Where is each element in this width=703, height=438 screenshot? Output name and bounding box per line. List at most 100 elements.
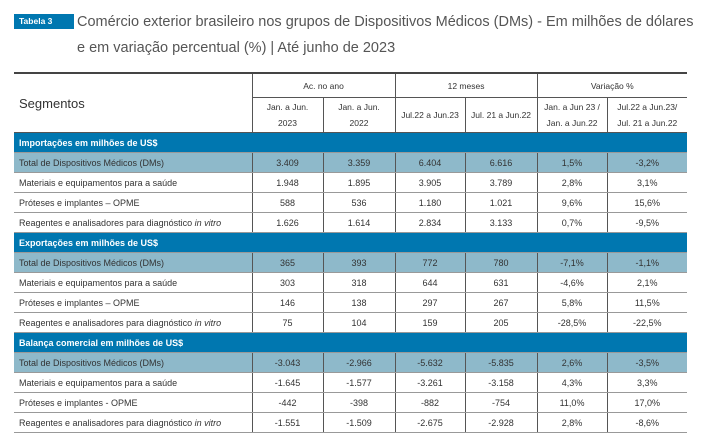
- row-label-text: Materiais e equipamentos para a saúde: [19, 177, 178, 188]
- cell-value: 3,1%: [606, 172, 688, 193]
- row-label: Total de Dispositivos Médicos (DMs): [14, 252, 252, 273]
- cell-value: 3.905: [394, 172, 466, 193]
- cell-value: 6.404: [394, 152, 466, 173]
- cell-value: 104: [322, 312, 396, 333]
- cell-value: 3.789: [464, 172, 538, 193]
- cell-value: 588: [251, 192, 323, 213]
- section-title: Exportações em milhões de US$: [14, 232, 688, 253]
- row-label-text: Reagentes e analisadores para diagnóstic…: [19, 417, 195, 428]
- cell-value: -1.645: [251, 372, 323, 393]
- row-label-text: Próteses e implantes – OPME: [19, 297, 140, 308]
- total-row: Total de Dispositivos Médicos (DMs) 365 39…: [14, 252, 688, 273]
- column-header: Jul.22 a Jun.23/Jul. 21 a Jun.22: [606, 97, 688, 133]
- cell-value: 1.614: [322, 212, 396, 233]
- cell-value: 644: [394, 272, 466, 293]
- cell-value: -9,5%: [606, 212, 688, 233]
- cell-value: 138: [322, 292, 396, 313]
- cell-value: 3.409: [251, 152, 323, 173]
- cell-value: 365: [251, 252, 323, 273]
- row-label-italic: in vitro: [194, 217, 222, 228]
- column-header-line: Jan. a Jun.22: [546, 118, 598, 128]
- cell-value: 780: [464, 252, 538, 273]
- row-label: Materiais e equipamentos para a saúde: [14, 272, 252, 293]
- cell-value: 159: [394, 312, 466, 333]
- group-header: Ac. no ano: [251, 72, 396, 98]
- cell-value: 772: [394, 252, 466, 273]
- column-header-line: Jul.22 a Jun.23: [401, 110, 459, 120]
- cell-value: 17,0%: [606, 392, 688, 413]
- cell-value: 2,1%: [606, 272, 688, 293]
- cell-value: 297: [394, 292, 466, 313]
- cell-value: -3.261: [394, 372, 466, 393]
- cell-value: 1.626: [251, 212, 323, 233]
- cell-value: -28,5%: [536, 312, 608, 333]
- cell-value: 1.180: [394, 192, 466, 213]
- row-label-text: Próteses e implantes – OPME: [19, 197, 140, 208]
- cell-value: -2.966: [322, 352, 396, 373]
- table-row: Próteses e implantes – OPME 588 536 1.180 1.…: [14, 192, 688, 213]
- cell-value: 4,3%: [536, 372, 608, 393]
- row-label-text: Materiais e equipamentos para a saúde: [19, 377, 178, 388]
- row-label-italic: in vitro: [194, 417, 222, 428]
- table-row: Materiais e equipamentos para a saúde 303…: [14, 272, 688, 293]
- column-header-line: Jan. a Jun.: [338, 102, 380, 112]
- cell-value: -3.158: [464, 372, 538, 393]
- row-label: Materiais e equipamentos para a saúde: [14, 372, 252, 393]
- cell-value: -5.632: [394, 352, 466, 373]
- table-row: Próteses e implantes – OPME 146 138 297 267 5…: [14, 292, 688, 313]
- total-row: Total de Dispositivos Médicos (DMs) 3.409…: [14, 152, 688, 173]
- cell-value: -2.675: [394, 412, 466, 433]
- cell-value: -1,1%: [606, 252, 688, 273]
- column-header-line: Jan. a Jun.: [266, 102, 309, 112]
- cell-value: 536: [322, 192, 396, 213]
- row-label-text: Total de Dispositivos Médicos (DMs): [19, 257, 165, 268]
- row-label: Próteses e implantes – OPME: [14, 192, 252, 213]
- section-header-row: Exportações em milhões de US$: [14, 232, 688, 253]
- row-label: Reagentes e analisadores para diagnóstic…: [14, 312, 252, 333]
- column-header-line: Jul. 21 a Jun.22: [471, 110, 532, 120]
- column-header-line: Jul.22 a Jun.23/: [617, 102, 678, 112]
- cell-value: 318: [322, 272, 396, 293]
- cell-value: -8,6%: [606, 412, 688, 433]
- cell-value: -882: [394, 392, 466, 413]
- data-table: Segmentos Ac. no ano 12 meses Variação %…: [14, 72, 688, 433]
- row-label-text: Total de Dispositivos Médicos (DMs): [19, 357, 165, 368]
- table-row: Reagentes e analisadores para diagnóstic…: [14, 212, 688, 233]
- row-label-text: Total de Dispositivos Médicos (DMs): [19, 157, 165, 168]
- cell-value: 75: [251, 312, 323, 333]
- row-label-text: Próteses e implantes - OPME: [19, 397, 138, 408]
- cell-value: 3,3%: [606, 372, 688, 393]
- cell-value: 2,6%: [536, 352, 608, 373]
- section-header-row: Importações em milhões de US$: [14, 132, 688, 153]
- cell-value: 267: [464, 292, 538, 313]
- row-label-italic: in vitro: [194, 317, 222, 328]
- cell-value: 9,6%: [536, 192, 608, 213]
- cell-value: 2,8%: [536, 412, 608, 433]
- cell-value: 205: [464, 312, 538, 333]
- row-label: Próteses e implantes – OPME: [14, 292, 252, 313]
- segment-header: Segmentos: [14, 72, 252, 133]
- cell-value: 11,0%: [536, 392, 608, 413]
- cell-value: 631: [464, 272, 538, 293]
- row-label-text: Reagentes e analisadores para diagnóstic…: [19, 317, 195, 328]
- table-row: Materiais e equipamentos para a saúde -1.…: [14, 372, 688, 393]
- cell-value: 0,7%: [536, 212, 608, 233]
- cell-value: 6.616: [464, 152, 538, 173]
- column-header: Jul. 21 a Jun.22: [464, 97, 538, 133]
- column-header: Jan. a Jun 23 / Jan. a Jun.22: [536, 97, 608, 133]
- row-label: Próteses e implantes - OPME: [14, 392, 252, 413]
- cell-value: 1,5%: [536, 152, 608, 173]
- cell-value: -1.509: [322, 412, 396, 433]
- total-row: Total de Dispositivos Médicos (DMs) -3.04…: [14, 352, 688, 373]
- table-title: Comércio exterior brasileiro nos grupos …: [77, 14, 694, 56]
- column-header: Jan. a Jun. 2023: [251, 97, 323, 133]
- group-header: Variação %: [536, 72, 688, 98]
- table-row: Reagentes e analisadores para diagnóstic…: [14, 312, 688, 333]
- cell-value: -7,1%: [536, 252, 608, 273]
- cell-value: 1.895: [322, 172, 396, 193]
- column-header-line: Jul. 21 a Jun.22: [617, 118, 678, 128]
- table-row: Reagentes e analisadores para diagnóstic…: [14, 412, 688, 433]
- column-header-line: 2022: [349, 118, 369, 128]
- cell-value: 15,6%: [606, 192, 688, 213]
- column-header: Jul.22 a Jun.23: [394, 97, 466, 133]
